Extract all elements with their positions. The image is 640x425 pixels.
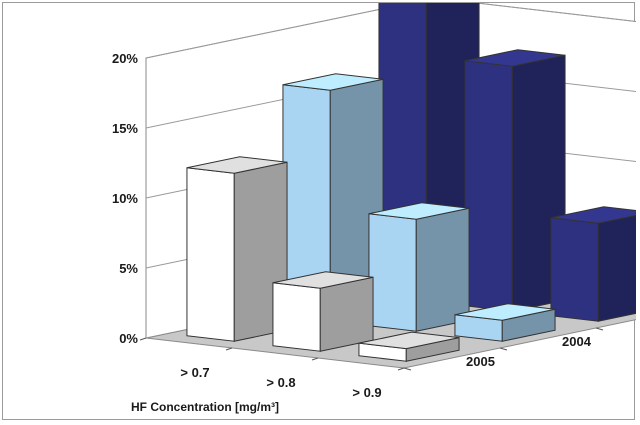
series-label: 2005 (466, 354, 495, 369)
category-label: > 0.7 (180, 365, 209, 380)
bar (550, 206, 636, 322)
bar-top-face (186, 156, 288, 174)
y-tick-label: 10% (112, 191, 138, 206)
y-tick-label: 20% (112, 51, 138, 66)
depth-tick (595, 327, 604, 331)
bar-top-face (282, 73, 384, 91)
x-tick (225, 347, 233, 351)
bar-front-face (186, 167, 235, 342)
bar-front-face (272, 282, 321, 352)
x-tick (139, 337, 147, 341)
bar (272, 271, 374, 352)
bar (464, 49, 566, 312)
chart-canvas: 0%5%10%15%20%> 0.7> 0.8> 0.9200320042005… (112, 3, 636, 414)
bar-front-face (550, 217, 599, 322)
bar-side-face (319, 276, 374, 352)
chart-bars (186, 3, 636, 362)
bar (454, 303, 556, 342)
bar-side-face (597, 214, 636, 322)
bar-top-face (358, 331, 460, 350)
x-tick (397, 367, 405, 371)
depth-tick (499, 347, 508, 351)
bar-top-face (550, 206, 636, 224)
bar-front-face (464, 60, 513, 312)
bar-top-face (368, 202, 470, 220)
bar-front-face (368, 213, 417, 332)
bar (186, 156, 288, 342)
gridline (145, 3, 636, 59)
y-tick-label: 15% (112, 121, 138, 136)
category-label: > 0.8 (266, 375, 295, 390)
bar-side-face (415, 207, 470, 332)
y-tick-label: 5% (119, 261, 138, 276)
bar-top-face (454, 303, 556, 321)
chart-frame: 0%5%10%15%20%> 0.7> 0.8> 0.9200320042005… (2, 2, 636, 420)
series-label: 2004 (562, 334, 592, 349)
y-tick-label: 0% (119, 331, 138, 346)
category-label: > 0.9 (352, 385, 381, 400)
bar-top-face (464, 49, 566, 67)
depth-tick (403, 367, 412, 371)
bar (358, 331, 460, 362)
bar (368, 202, 470, 332)
bar-top-face (272, 271, 374, 289)
x-axis-title: HF Concentration [mg/m³] (131, 400, 279, 414)
chart-labels: 0%5%10%15%20%> 0.7> 0.8> 0.9200320042005 (112, 51, 592, 400)
x-tick (311, 357, 319, 361)
